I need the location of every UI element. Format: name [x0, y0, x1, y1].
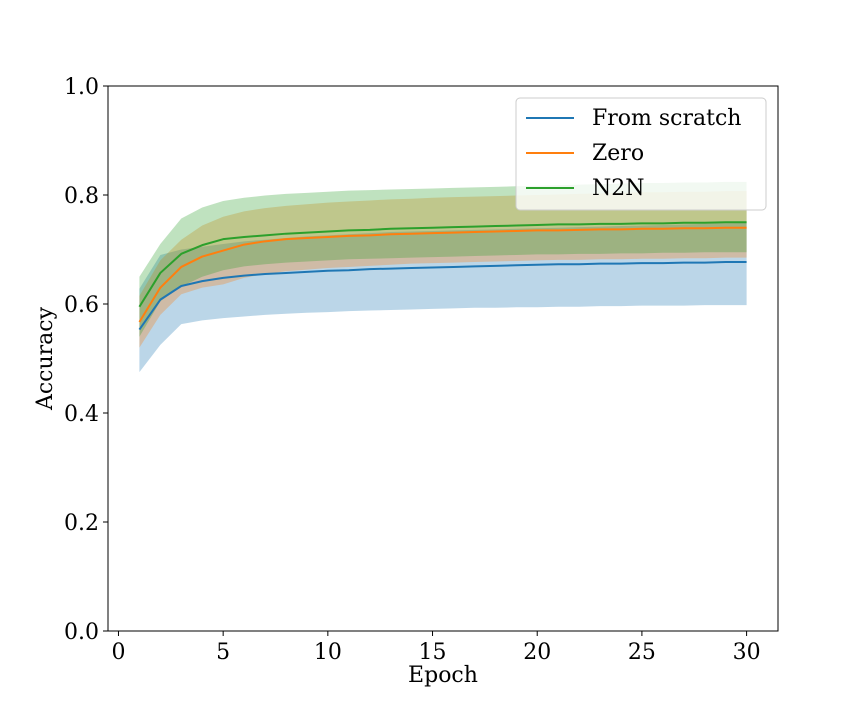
x-tick-label: 30	[733, 640, 761, 665]
x-tick-label: 5	[216, 640, 230, 665]
line-n2n	[138, 221, 747, 308]
y-tick-label: 1.0	[64, 75, 99, 100]
series-lines	[138, 221, 747, 331]
x-tick-label: 0	[111, 640, 125, 665]
x-axis-ticks: 0 5 10 15 20 25 30	[111, 631, 761, 665]
x-axis-label: Epoch	[408, 663, 478, 688]
legend-box	[515, 97, 767, 211]
line-from-scratch	[138, 261, 747, 331]
band-from-scratch	[139, 222, 747, 373]
x-tick-label: 15	[419, 640, 447, 665]
y-axis-label: Accuracy	[33, 306, 58, 411]
x-tick-label: 20	[523, 640, 551, 665]
legend-label: N2N	[592, 176, 645, 201]
y-tick-label: 0.8	[64, 184, 99, 209]
legend: From scratch Zero N2N	[515, 97, 767, 211]
y-tick-label: 0.4	[64, 402, 99, 427]
y-axis-ticks: 0.0 0.2 0.4 0.6 0.8 1.0	[64, 75, 108, 645]
band-n2n	[139, 181, 747, 337]
line-zero	[138, 226, 747, 323]
y-tick-label: 0.0	[64, 620, 99, 645]
plot-frame	[107, 85, 779, 632]
legend-label: Zero	[592, 141, 644, 166]
y-tick-label: 0.2	[64, 511, 99, 536]
legend-label: From scratch	[592, 106, 741, 131]
y-tick-label: 0.6	[64, 293, 99, 318]
x-tick-label: 25	[628, 640, 656, 665]
x-tick-label: 10	[314, 640, 342, 665]
